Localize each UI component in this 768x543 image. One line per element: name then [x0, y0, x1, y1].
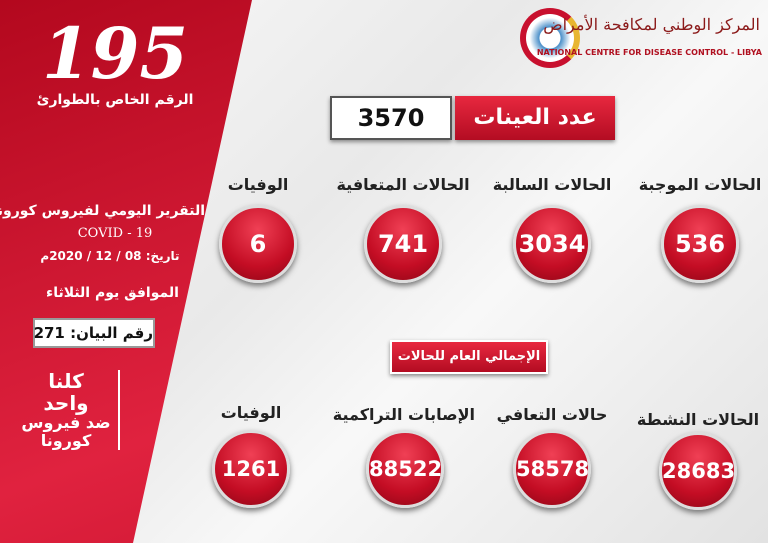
slogan-line: واحد	[43, 391, 89, 415]
ncdc-logo-icon	[520, 8, 580, 68]
daily-value-ball: 6	[219, 205, 297, 283]
totals-value-ball: 88522	[366, 430, 444, 508]
slogan: كلنا واحد ضد فيروس كورونا	[20, 370, 120, 450]
report-date: تاريخ: 08 / 12 / 2020م	[40, 249, 180, 263]
report-title: التقرير اليومي لفيروس كورونا	[0, 203, 205, 219]
covid-label: COVID - 19	[77, 226, 153, 241]
hotline-label: الرقم الخاص بالطوارئ	[36, 92, 194, 108]
totals-label: الحالات النشطة	[636, 410, 760, 429]
daily-value-ball: 741	[364, 205, 442, 283]
hotline-number: 195	[41, 12, 189, 95]
totals-label: الإصابات التراكمية	[332, 405, 475, 424]
totals-header: الإجمالي العام للحالات	[390, 340, 548, 374]
daily-value-ball: 536	[661, 205, 739, 283]
report-day: الموافق يوم الثلاثاء	[46, 285, 179, 301]
daily-label: الحالات المتعافية	[336, 175, 470, 194]
totals-label: حالات التعافي	[496, 405, 608, 424]
logo-arabic-text: المركز الوطني لمكافحة الأمراض	[543, 15, 760, 34]
daily-label: الحالات السالبة	[492, 175, 612, 194]
daily-label: الوفيات	[227, 175, 289, 194]
slogan-line: كلنا	[48, 369, 84, 393]
logo-english-text: NATIONAL CENTRE FOR DISEASE CONTROL - LI…	[536, 48, 762, 57]
totals-value-ball: 58578	[513, 430, 591, 508]
totals-label: الوفيات	[220, 403, 282, 422]
totals-value-ball: 28683	[659, 432, 737, 510]
daily-label: الحالات الموجبة	[638, 175, 762, 194]
slogan-line: ضد فيروس	[21, 413, 111, 432]
totals-value-ball: 1261	[212, 430, 290, 508]
samples-value: 3570	[330, 96, 452, 140]
daily-value-ball: 3034	[513, 205, 591, 283]
slogan-line: كورونا	[40, 431, 92, 450]
samples-label: عدد العينات	[455, 96, 615, 140]
statement-number: رقم البيان: 271	[33, 318, 155, 348]
